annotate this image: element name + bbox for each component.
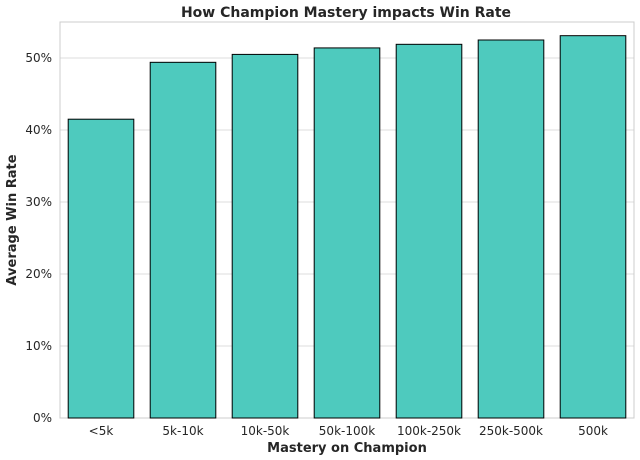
y-tick-label: 10% [25, 339, 52, 353]
bar [559, 35, 627, 419]
x-tick-label: 100k-250k [397, 424, 461, 438]
y-axis-label: Average Win Rate [5, 154, 20, 285]
x-tick-label: 500k [578, 424, 608, 438]
bars [67, 35, 627, 419]
x-axis-ticks: <5k 5k-10k 10k-50k 50k-100k 100k-250k 250k-50… [89, 424, 608, 438]
x-tick-label: 10k-50k [241, 424, 290, 438]
x-tick-label: 250k-500k [479, 424, 543, 438]
y-tick-label: 0% [33, 411, 52, 425]
y-tick-label: 20% [25, 267, 52, 281]
x-tick-label: 5k-10k [162, 424, 203, 438]
x-tick-label: 50k-100k [319, 424, 375, 438]
y-tick-label: 30% [25, 195, 52, 209]
bar [313, 47, 381, 419]
y-tick-label: 40% [25, 123, 52, 137]
x-tick-label: <5k [89, 424, 114, 438]
bar [149, 61, 217, 419]
chart-title: How Champion Mastery impacts Win Rate [181, 5, 511, 21]
bar [67, 118, 135, 419]
x-axis-label: Mastery on Champion [267, 441, 427, 456]
y-axis-ticks: 0% 10% 20% 30% 40% 50% [25, 51, 52, 425]
y-tick-label: 50% [25, 51, 52, 65]
bar [477, 39, 545, 419]
bar [231, 53, 299, 419]
bar [395, 43, 463, 419]
